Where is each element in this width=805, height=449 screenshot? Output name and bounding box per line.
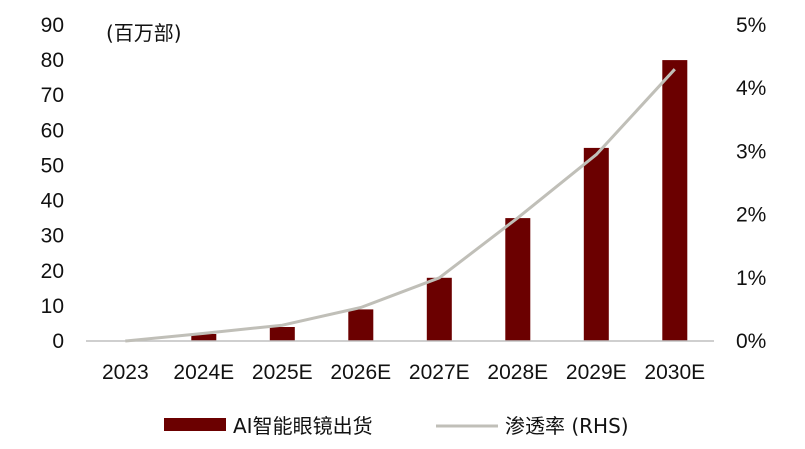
left-tick-0: 0 [52,330,64,353]
right-tick-2: 2% [736,204,766,227]
x-tick-2027E: 2027E [409,361,470,384]
x-tick-2025E: 2025E [252,361,313,384]
left-tick-20: 20 [41,260,64,283]
x-tick-2029E: 2029E [566,361,627,384]
right-tick-1: 1% [736,267,766,290]
left-tick-50: 50 [41,154,64,177]
x-tick-2026E: 2026E [330,361,391,384]
left-axis-unit-label: (百万部) [106,21,182,45]
legend-bar-swatch [164,418,226,431]
right-tick-5: 5% [736,14,766,37]
right-tick-0: 0% [736,330,766,353]
left-tick-80: 80 [41,49,64,72]
right-tick-3: 3% [736,140,766,163]
bar-2030E [662,60,688,341]
x-tick-2030E: 2030E [644,361,705,384]
left-tick-60: 60 [41,119,64,142]
penetration-rate-line [125,68,676,343]
right-axis-tick-labels: 0% 1% 2% 3% 4% 5% [736,14,766,353]
bar-2028E [505,218,531,341]
legend-bar-label: AI智能眼镜出货 [233,414,373,438]
x-tick-2023: 2023 [102,361,149,384]
bar-2029E [583,147,609,341]
left-tick-30: 30 [41,225,64,248]
right-tick-4: 4% [736,77,766,100]
bar-2027E [426,277,452,341]
x-tick-2028E: 2028E [487,361,548,384]
left-tick-90: 90 [41,14,64,37]
bar-2025E [269,327,295,341]
bar-2026E [348,309,374,341]
left-tick-70: 70 [41,84,64,107]
legend-line-label: 渗透率 (RHS) [505,414,629,438]
left-tick-40: 40 [41,190,64,213]
bar-series [191,60,688,341]
bar-2024E [191,334,217,341]
x-axis-tick-labels: 2023 2024E 2025E 2026E 2027E 2028E 2029E 2030E [102,361,705,384]
left-tick-10: 10 [41,295,64,318]
x-tick-2024E: 2024E [173,361,234,384]
legend: AI智能眼镜出货 渗透率 (RHS) [164,414,629,438]
left-axis-tick-labels: 0 10 20 30 40 50 60 70 80 90 [41,14,64,353]
